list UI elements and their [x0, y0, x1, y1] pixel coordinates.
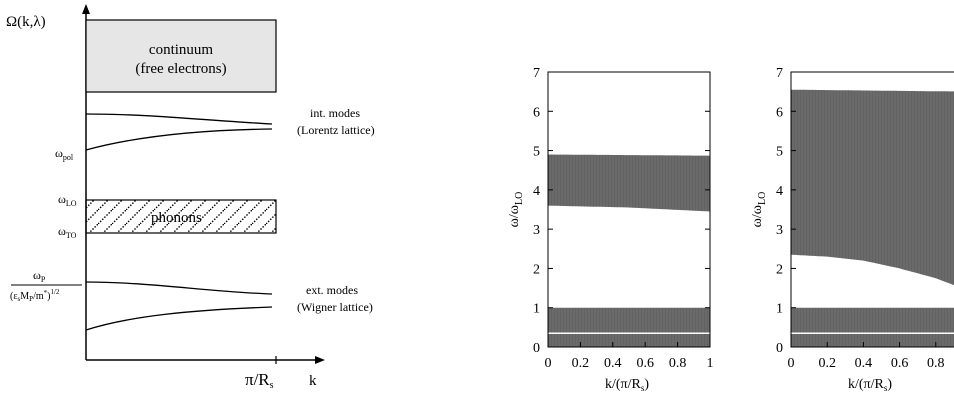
y-tick-label: 4 [776, 184, 783, 199]
x-tick-label: 0.6 [891, 356, 909, 371]
x-tick-label: 0.8 [927, 356, 945, 371]
band-lower [548, 307, 710, 347]
y-tick-label: 1 [533, 302, 540, 317]
band-texture [549, 72, 710, 347]
int-modes-label: int. modes [310, 106, 360, 120]
y-tick-label: 2 [533, 262, 540, 277]
band-chart-2: 0 1 2 3 4 5 6 7 0 0.2 0.4 0.6 0.8 k/(π/Rs) ω/ωLO [750, 66, 954, 393]
x-tick-label: 0.8 [669, 356, 687, 371]
band-upper [791, 89, 954, 286]
y-tick-label: 0 [776, 341, 783, 356]
y-tick-label: 3 [533, 223, 540, 238]
plot-frame [547, 71, 711, 348]
x-tick-label: 0.4 [604, 356, 622, 371]
omega-pol-label: ωpol [55, 146, 74, 162]
y-tick-label: 6 [776, 105, 783, 120]
ext-modes-label: ext. modes [306, 283, 358, 297]
x-end-label: π/Rs [245, 370, 274, 391]
y-tick-label: 2 [776, 262, 783, 277]
y-tick-label: 7 [533, 66, 540, 81]
x-tick-label: 0.6 [636, 356, 654, 371]
omega-p-denominator: (εsMP/m*)1/2 [10, 288, 60, 303]
y-axis-label: ω/ωLO [750, 192, 768, 228]
band-lower [791, 307, 954, 347]
x-tick-label: 0.2 [572, 356, 590, 371]
y-tick-label: 5 [533, 145, 540, 160]
omega-lo-label: ωLO [58, 192, 77, 208]
y-axis-label: Ω(k,λ) [6, 14, 46, 30]
x-axis-label: k [309, 373, 317, 389]
ext-mode-upper-curve [85, 281, 273, 295]
plot-frame [790, 71, 954, 348]
y-axis-arrow-icon [82, 4, 90, 14]
x-tick-label: 0.2 [818, 356, 836, 371]
y-axis-label: ω/ωLO [507, 192, 525, 228]
x-axis-label: k/(π/Rs) [848, 377, 892, 393]
ext-modes-sublabel: (Wigner lattice) [297, 300, 373, 314]
y-tick-label: 3 [776, 223, 783, 238]
y-tick-label: 0 [533, 341, 540, 356]
int-modes-sublabel: (Lorentz lattice) [297, 123, 375, 137]
omega-to-label: ωTO [58, 224, 77, 240]
x-axis-label: k/(π/Rs) [605, 377, 649, 393]
continuum-label: continuum [149, 42, 213, 58]
ext-mode-lower-curve [85, 306, 273, 331]
left-diagram: Ω(k,λ) k π/Rs continuum (free electrons)… [6, 4, 375, 391]
y-tick-label: 7 [776, 66, 783, 81]
x-tick-label: 0 [545, 356, 552, 371]
omega-p-numerator: ωP [33, 268, 46, 284]
y-tick-label: 1 [776, 302, 783, 317]
x-tick-label: 1 [707, 356, 714, 371]
continuum-box [85, 19, 277, 93]
y-tick-label: 4 [533, 184, 540, 199]
x-tick-label: 0 [788, 356, 795, 371]
x-tick-label: 0.4 [855, 356, 873, 371]
phonons-label: phonons [151, 210, 202, 226]
int-mode-upper-curve [85, 113, 273, 125]
phonon-box [85, 199, 277, 234]
continuum-sublabel: (free electrons) [135, 61, 226, 77]
y-tick-label: 6 [533, 105, 540, 120]
y-tick-label: 5 [776, 145, 783, 160]
x-axis-arrow-icon [315, 356, 325, 364]
band-texture [792, 72, 953, 347]
band-upper [548, 154, 710, 212]
band-chart-1: 0 1 2 3 4 5 6 7 0 0.2 0.4 0.6 0.8 1 k/(π/Rs) ω/ωLO [507, 66, 714, 393]
int-mode-lower-curve [85, 128, 273, 151]
